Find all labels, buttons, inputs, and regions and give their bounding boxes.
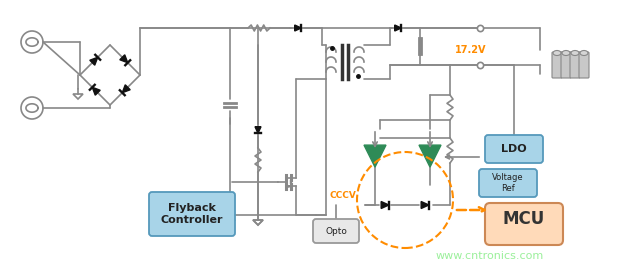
FancyBboxPatch shape — [149, 192, 235, 236]
Polygon shape — [255, 127, 261, 133]
FancyBboxPatch shape — [313, 219, 359, 243]
FancyBboxPatch shape — [561, 52, 571, 78]
Polygon shape — [120, 55, 127, 63]
Polygon shape — [421, 201, 429, 209]
Text: MCU: MCU — [503, 210, 545, 228]
Text: 17.2V: 17.2V — [455, 45, 486, 55]
Polygon shape — [122, 85, 130, 93]
Ellipse shape — [580, 51, 588, 55]
Text: www.cntronics.com: www.cntronics.com — [436, 251, 544, 261]
FancyBboxPatch shape — [485, 135, 543, 163]
FancyBboxPatch shape — [485, 203, 563, 245]
Text: Voltage
Ref: Voltage Ref — [492, 173, 524, 193]
FancyBboxPatch shape — [552, 52, 562, 78]
Text: LDO: LDO — [501, 144, 527, 154]
FancyBboxPatch shape — [479, 169, 537, 197]
Ellipse shape — [562, 51, 570, 55]
Ellipse shape — [571, 51, 579, 55]
Polygon shape — [90, 57, 98, 65]
Text: Opto: Opto — [325, 227, 347, 236]
Text: CCCV: CCCV — [330, 191, 357, 200]
Polygon shape — [381, 201, 389, 209]
Polygon shape — [295, 25, 301, 31]
Ellipse shape — [553, 51, 561, 55]
FancyBboxPatch shape — [579, 52, 589, 78]
Polygon shape — [395, 25, 401, 31]
Polygon shape — [364, 145, 386, 167]
FancyBboxPatch shape — [570, 52, 580, 78]
Polygon shape — [419, 145, 441, 167]
Text: Flyback
Controller: Flyback Controller — [161, 203, 223, 225]
Polygon shape — [92, 87, 100, 95]
